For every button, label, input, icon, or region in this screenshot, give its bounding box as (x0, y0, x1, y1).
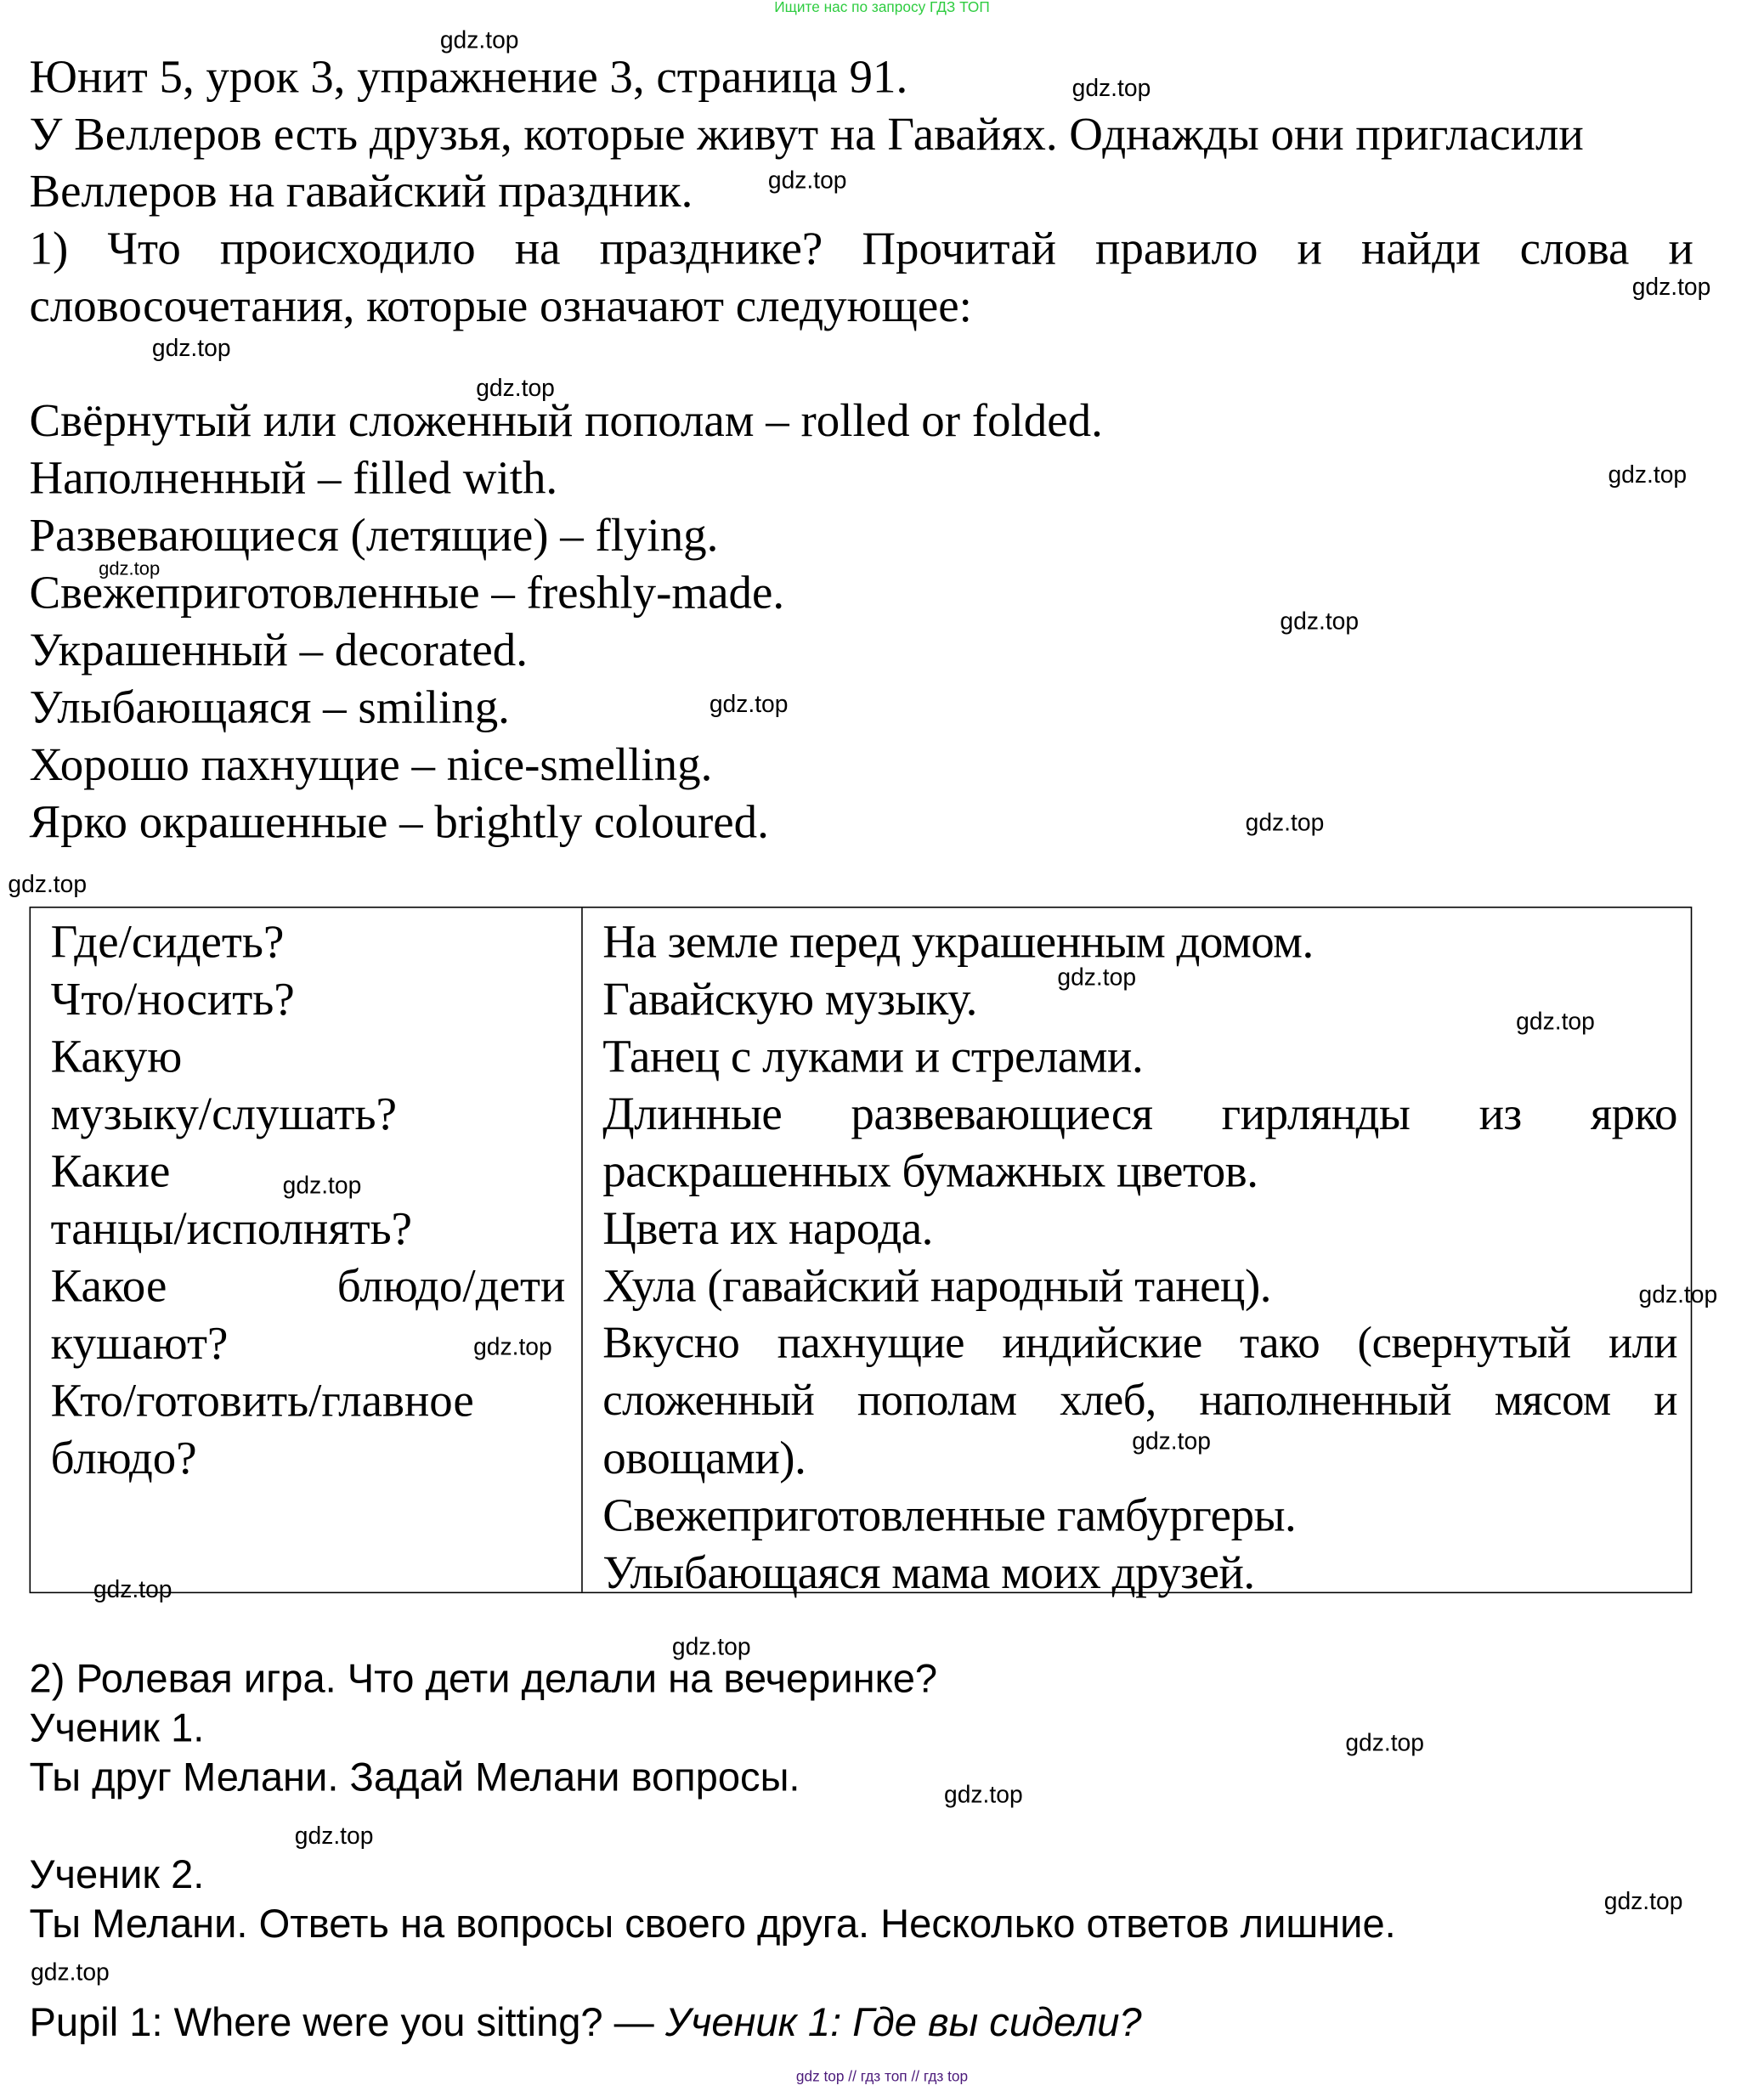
question-line: Что/носить? (50, 973, 295, 1026)
watermark: gdz.top (943, 1781, 1023, 1808)
watermark: gdz.top (1631, 273, 1711, 301)
answer-line: сложенный пополам хлеб, наполненный мясо… (602, 1376, 1678, 1426)
question-line: блюдо? (50, 1432, 197, 1484)
vocab-item: Хорошо пахнущие – nice-smelling. (29, 738, 713, 791)
question-line: Какое блюдо/дети (50, 1259, 566, 1313)
vocab-item: Развевающиеся (летящие) – flying. (29, 509, 719, 562)
vocab-item: Украшенный – decorated. (29, 624, 528, 676)
vocab-item: Свёрнутый или сложенный пополам – rolled… (29, 394, 1103, 447)
watermark: gdz.top (93, 1575, 172, 1603)
answer-table: Где/сидеть? Что/носить? Какую музыку/слу… (29, 907, 1693, 1598)
question-line: кушают? (50, 1317, 229, 1370)
task1-line: словосочетания, которые означают следующ… (29, 280, 972, 332)
watermark: gdz.top (294, 1823, 374, 1850)
watermark: gdz.top (1071, 74, 1151, 102)
dialog-russian: Ученик 1: Где вы сидели? (664, 2001, 1142, 2046)
watermark: gdz.top (31, 1958, 110, 1986)
answer-line: Гавайскую музыку. (602, 973, 977, 1026)
watermark: gdz.top (439, 26, 519, 54)
answer-line: Улыбающаяся мама моих друзей. (602, 1546, 1255, 1599)
watermark: gdz.top (99, 557, 161, 579)
watermark: gdz.top (1638, 1281, 1718, 1308)
watermark: gdz.top (8, 870, 88, 898)
watermark: gdz.top (151, 334, 231, 362)
answer-line: На земле перед украшенным домом. (602, 916, 1314, 969)
intro-line: У Веллеров есть друзья, которые живут на… (29, 108, 1584, 161)
question-line: Где/сидеть? (50, 916, 285, 969)
watermark: gdz.top (767, 167, 847, 194)
task1-line: 1) Что происходило на празднике? Прочита… (29, 223, 1693, 275)
answer-line: раскрашенных бумажных цветов. (602, 1144, 1258, 1198)
questions-column: Где/сидеть? Что/носить? Какую музыку/слу… (51, 913, 566, 1487)
vocab-item: Свежеприготовленные – freshly-made. (29, 566, 785, 619)
dialog-english: Pupil 1: Where were you sitting? — (29, 2001, 665, 2046)
vocab-item: Наполненный – filled with. (29, 451, 558, 505)
watermark: gdz.top (1132, 1427, 1211, 1455)
pupil2-label: Ученик 2. (29, 1853, 205, 1897)
watermark: gdz.top (1245, 809, 1325, 836)
answers-column: На земле перед украшенным домом. Гавайск… (602, 913, 1677, 1602)
watermark: gdz.top (671, 1633, 751, 1660)
vocab-item: Ярко окрашенные – brightly coloured. (29, 795, 769, 849)
watermark: gdz.top (709, 690, 789, 718)
vocab-item: Улыбающаяся – smiling. (29, 681, 510, 734)
pupil2-text: Ты Мелани. Ответь на вопросы своего друг… (29, 1902, 1396, 1947)
question-line: музыку/слушать? (50, 1088, 398, 1140)
question-line: танцы/исполнять? (50, 1202, 413, 1255)
top-banner: Ищите нас по запросу ГДЗ ТОП (774, 0, 990, 16)
watermark: gdz.top (1603, 1887, 1683, 1915)
table-divider (581, 907, 583, 1592)
watermark: gdz.top (1516, 1008, 1595, 1035)
watermark: gdz.top (476, 374, 555, 402)
question-line: Кто/готовить/главное (50, 1374, 474, 1427)
watermark: gdz.top (1057, 964, 1137, 991)
answer-line: Цвета их народа. (602, 1202, 933, 1255)
dialog-line: Pupil 1: Where were you sitting? — Учени… (30, 1998, 1142, 2048)
answer-line: Вкусно пахнущие индийские тако (свернуты… (602, 1318, 1678, 1368)
watermark: gdz.top (473, 1333, 552, 1360)
watermark: gdz.top (1280, 608, 1360, 635)
answer-line: Хула (гавайский народный танец). (602, 1259, 1272, 1313)
answer-line: Длинные развевающиеся гирлянды из ярко (602, 1088, 1678, 1140)
pupil1-text: Ты друг Мелани. Задай Мелани вопросы. (29, 1755, 800, 1800)
watermark: gdz.top (1608, 461, 1688, 489)
answer-line: Свежеприготовленные гамбургеры. (602, 1489, 1297, 1541)
answer-line: Танец с луками и стрелами. (602, 1030, 1144, 1083)
question-line: Какую (50, 1030, 183, 1083)
page-title: Юнит 5, урок 3, упражнение 3, страница 9… (29, 50, 908, 103)
question-line: Какие (50, 1144, 171, 1198)
intro-line: Веллеров на гавайский праздник. (29, 165, 693, 218)
watermark: gdz.top (1345, 1729, 1424, 1756)
pupil1-label: Ученик 1. (29, 1706, 205, 1751)
task2-heading: 2) Ролевая игра. Что дети делали на вече… (29, 1657, 938, 1702)
answer-line: овощами). (602, 1432, 806, 1484)
watermark: gdz.top (282, 1172, 362, 1199)
